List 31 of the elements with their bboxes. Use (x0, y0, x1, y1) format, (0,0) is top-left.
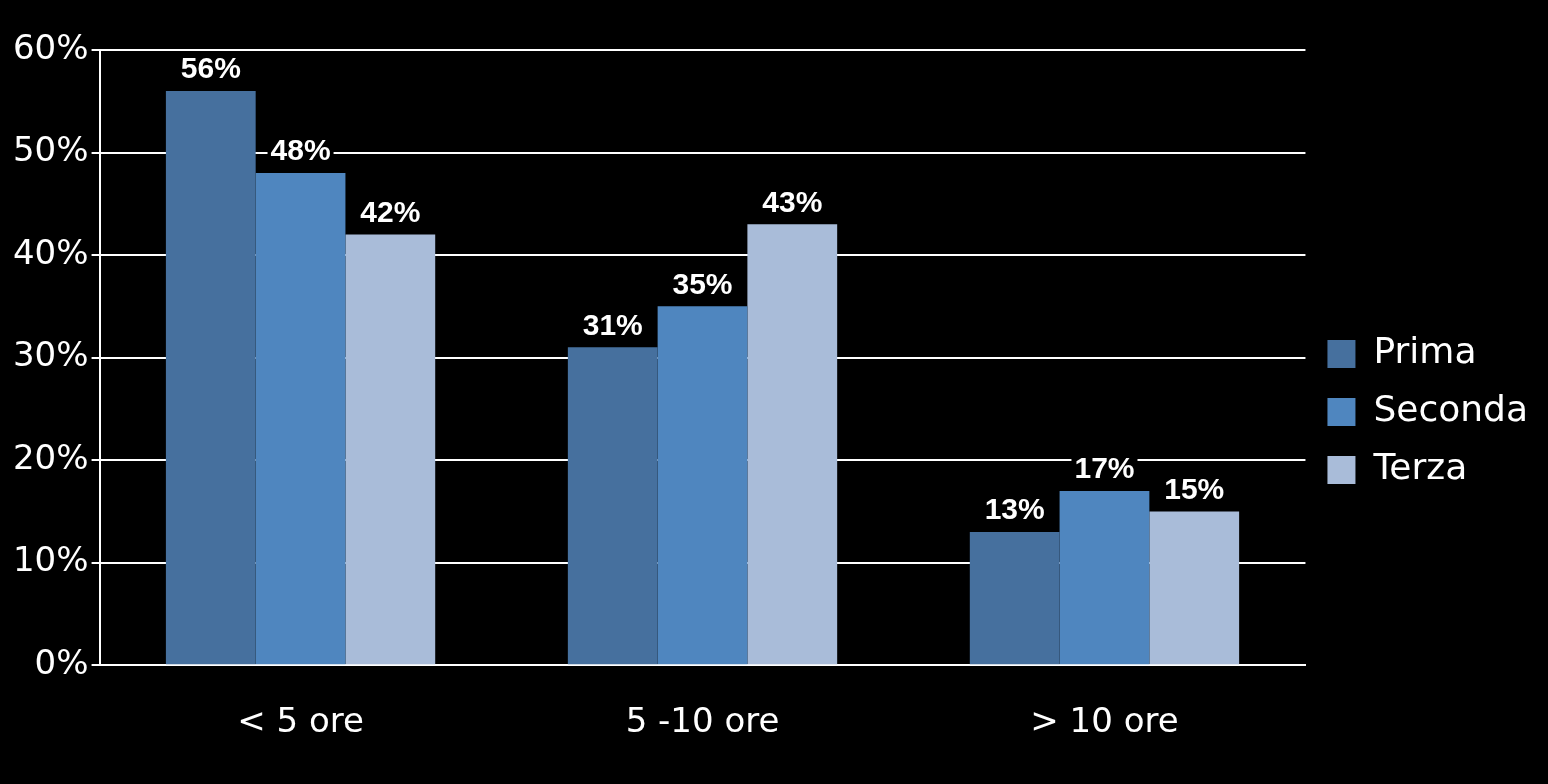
data-label: 17% (1074, 451, 1135, 485)
bar (1149, 511, 1240, 665)
bar (255, 173, 346, 665)
bar (345, 234, 436, 665)
legend-label: Terza (1372, 446, 1468, 488)
data-label: 43% (762, 184, 823, 218)
legend-label: Seconda (1373, 388, 1528, 430)
bar (747, 224, 838, 665)
legend-label: Prima (1373, 330, 1477, 372)
y-tick-label: 40% (12, 231, 89, 272)
data-label: 35% (672, 266, 733, 300)
bar (969, 531, 1060, 665)
bar (165, 91, 256, 665)
data-label: 13% (984, 492, 1045, 526)
y-tick-label: 50% (12, 129, 89, 170)
x-tick-label: > 10 ore (1030, 700, 1179, 741)
y-tick-label: 0% (34, 642, 89, 683)
y-tick-label: 60% (12, 26, 89, 67)
data-label: 31% (582, 307, 643, 341)
bar (657, 306, 748, 665)
bar (1059, 490, 1150, 665)
y-tick-label: 10% (12, 539, 89, 580)
y-tick-label: 30% (12, 334, 89, 375)
y-tick-label: 20% (12, 436, 89, 477)
data-label: 15% (1164, 471, 1225, 505)
x-tick-label: < 5 ore (237, 700, 364, 741)
data-label: 56% (180, 51, 241, 85)
data-label: 42% (360, 194, 421, 228)
bar (567, 347, 658, 665)
data-label: 48% (270, 133, 331, 167)
x-tick-label: 5 -10 ore (625, 700, 780, 741)
